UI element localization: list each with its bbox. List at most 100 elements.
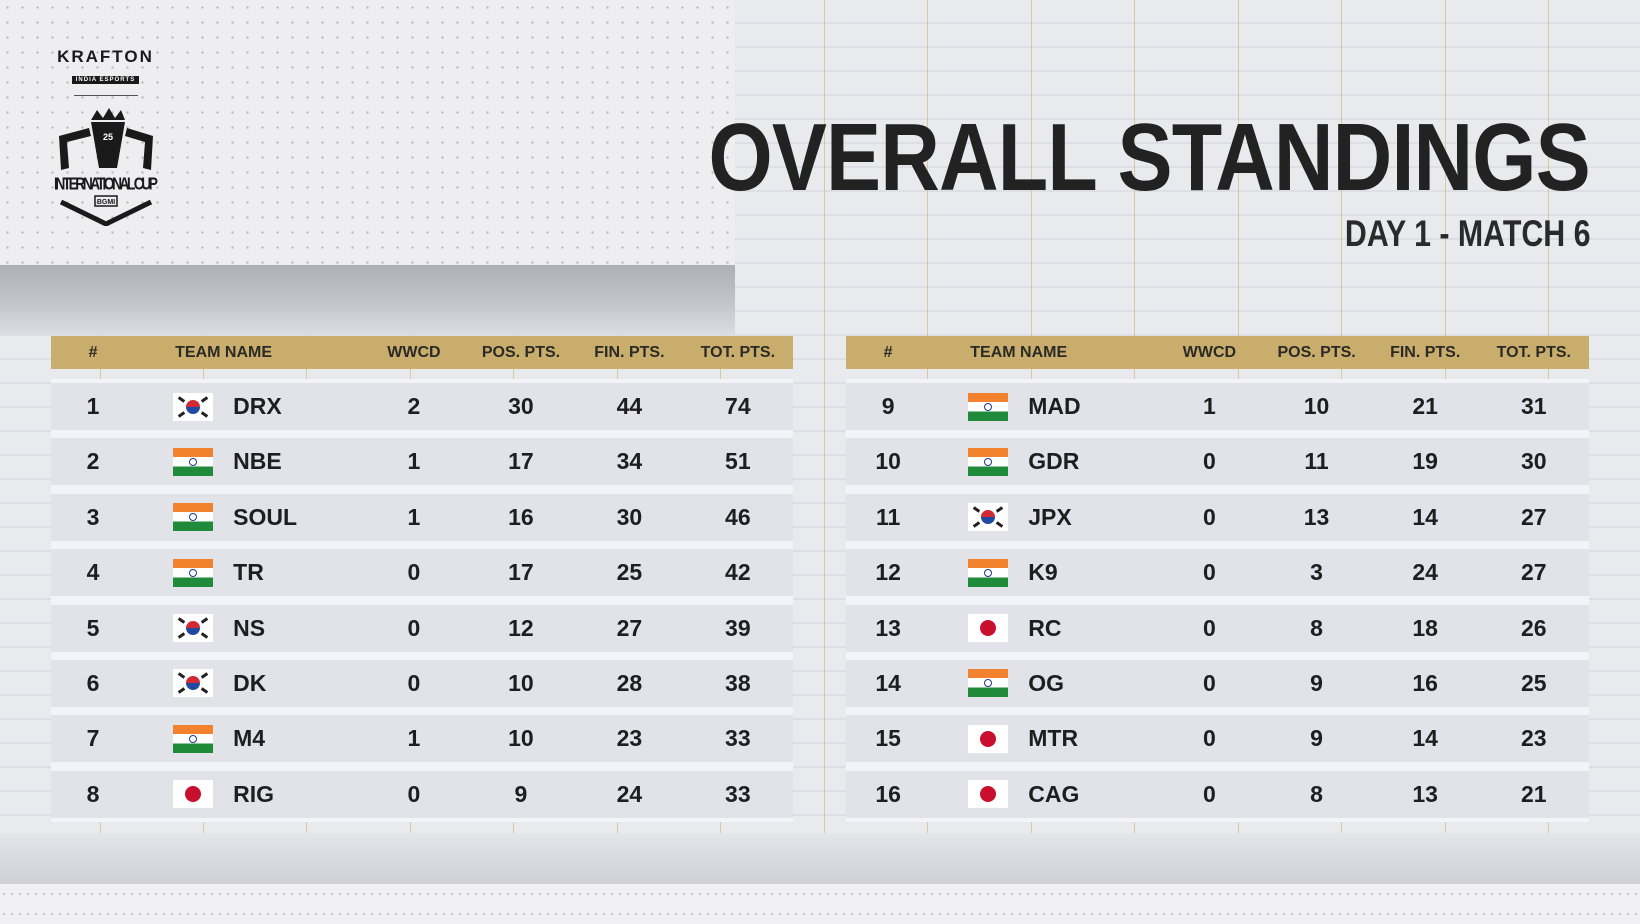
fin-pts-cell: 13 bbox=[1412, 780, 1438, 807]
svg-text:25: 25 bbox=[102, 132, 112, 142]
table-header: # TEAM NAME WWCD POS. PTS. FIN. PTS. TOT… bbox=[51, 336, 793, 369]
pos-pts-cell: 12 bbox=[508, 614, 534, 641]
team-cell: MAD bbox=[930, 392, 1157, 421]
pos-pts-cell: 16 bbox=[508, 503, 534, 530]
team-name: JPX bbox=[1028, 503, 1072, 530]
table-body: 1 DRX 2 30 44 74 2 NBE 1 17 34 51 3 SOUL 1 16 30 46 4 TR 0 17… bbox=[51, 379, 793, 822]
pos-pts-cell: 10 bbox=[508, 725, 534, 752]
col-wwcd: WWCD bbox=[1182, 343, 1237, 361]
tot-pts-cell: 31 bbox=[1520, 393, 1547, 419]
team-cell: MTR bbox=[930, 724, 1157, 753]
tot-pts-cell: 51 bbox=[725, 448, 751, 475]
table-row: 15 MTR 0 9 14 23 bbox=[846, 715, 1589, 763]
team-cell: RC bbox=[930, 614, 1157, 643]
south-korea-flag-icon bbox=[968, 503, 1009, 532]
team-cell: NS bbox=[135, 614, 362, 643]
team-name: DK bbox=[233, 669, 267, 696]
pos-pts-cell: 13 bbox=[1303, 503, 1330, 530]
tot-pts-cell: 21 bbox=[1520, 780, 1547, 807]
table-row: 1 DRX 2 30 44 74 bbox=[51, 383, 793, 430]
pos-pts-cell: 11 bbox=[1304, 448, 1329, 475]
team-cell: TR bbox=[135, 558, 362, 587]
fin-pts-cell: 18 bbox=[1412, 614, 1438, 641]
india-flag-icon bbox=[173, 558, 214, 587]
team-cell: M4 bbox=[135, 724, 362, 753]
pos-pts-cell: 3 bbox=[1310, 559, 1323, 586]
wwcd-cell: 0 bbox=[1202, 503, 1216, 530]
col-tot-pts: TOT. PTS. bbox=[1496, 343, 1571, 361]
team-cell: JPX bbox=[930, 503, 1157, 532]
wwcd-cell: 0 bbox=[407, 780, 421, 807]
tot-pts-cell: 39 bbox=[725, 614, 751, 641]
rank-cell: 5 bbox=[86, 614, 100, 641]
rank-cell: 15 bbox=[875, 725, 901, 752]
fin-pts-cell: 27 bbox=[616, 614, 643, 641]
fin-pts-cell: 34 bbox=[616, 448, 643, 475]
fin-pts-cell: 21 bbox=[1412, 393, 1438, 419]
svg-text:INTERNATIONAL CUP: INTERNATIONAL CUP bbox=[53, 175, 157, 194]
japan-flag-icon bbox=[968, 780, 1009, 809]
table-row: 5 NS 0 12 27 39 bbox=[51, 604, 793, 652]
tot-pts-cell: 23 bbox=[1520, 725, 1547, 752]
tot-pts-cell: 74 bbox=[725, 393, 751, 419]
table-row: 10 GDR 0 11 19 30 bbox=[846, 438, 1589, 486]
india-flag-icon bbox=[968, 392, 1009, 421]
col-fin-pts: FIN. PTS. bbox=[594, 343, 665, 361]
table-row: 8 RIG 0 9 24 33 bbox=[51, 770, 793, 818]
pos-pts-cell: 17 bbox=[508, 559, 534, 586]
pos-pts-cell: 8 bbox=[1310, 614, 1323, 641]
col-pos-pts: POS. PTS. bbox=[481, 343, 561, 361]
rank-cell: 2 bbox=[86, 448, 100, 475]
india-flag-icon bbox=[173, 724, 214, 753]
pos-pts-cell: 10 bbox=[1303, 393, 1330, 419]
table-body: 9 MAD 1 10 21 31 10 GDR 0 11 19 30 11 JPX 0 13 14 27 12 K9 0… bbox=[846, 379, 1589, 822]
team-name: DRX bbox=[233, 393, 282, 419]
fin-pts-cell: 24 bbox=[616, 780, 643, 807]
table-header: # TEAM NAME WWCD POS. PTS. FIN. PTS. TOT… bbox=[846, 336, 1589, 369]
india-flag-icon bbox=[173, 447, 214, 476]
svg-text:BGMI: BGMI bbox=[96, 199, 114, 206]
pos-pts-cell: 9 bbox=[1310, 669, 1323, 696]
wwcd-cell: 0 bbox=[1202, 448, 1216, 475]
col-rank: # bbox=[88, 343, 98, 361]
team-name: MAD bbox=[1028, 393, 1081, 419]
col-wwcd: WWCD bbox=[387, 343, 441, 361]
tot-pts-cell: 42 bbox=[725, 559, 751, 586]
india-flag-icon bbox=[968, 669, 1009, 698]
table-row: 2 NBE 1 17 34 51 bbox=[51, 438, 793, 486]
rank-cell: 4 bbox=[86, 559, 100, 586]
wwcd-cell: 0 bbox=[1202, 669, 1216, 696]
tot-pts-cell: 46 bbox=[725, 503, 751, 530]
fin-pts-cell: 14 bbox=[1412, 725, 1438, 752]
table-row: 4 TR 0 17 25 42 bbox=[51, 549, 793, 597]
japan-flag-icon bbox=[173, 780, 214, 809]
south-korea-flag-icon bbox=[173, 669, 214, 698]
pos-pts-cell: 17 bbox=[508, 448, 534, 475]
team-cell: GDR bbox=[930, 447, 1157, 476]
col-pos-pts: POS. PTS. bbox=[1277, 343, 1356, 361]
rank-cell: 13 bbox=[875, 614, 901, 641]
fin-pts-cell: 16 bbox=[1412, 669, 1438, 696]
tot-pts-cell: 33 bbox=[725, 780, 751, 807]
table-row: 3 SOUL 1 16 30 46 bbox=[51, 493, 793, 541]
rank-cell: 8 bbox=[86, 780, 100, 807]
tot-pts-cell: 38 bbox=[725, 669, 751, 696]
rank-cell: 7 bbox=[86, 725, 100, 752]
international-cup-logo-icon: 25 INTERNATIONAL CUP BGMI bbox=[48, 106, 163, 230]
rank-cell: 12 bbox=[875, 559, 901, 586]
table-row: 12 K9 0 3 24 27 bbox=[846, 549, 1589, 597]
fin-pts-cell: 25 bbox=[616, 559, 643, 586]
wwcd-cell: 2 bbox=[407, 393, 421, 419]
table-row: 16 CAG 0 8 13 21 bbox=[846, 770, 1589, 818]
team-name: NS bbox=[233, 614, 266, 641]
table-row: 11 JPX 0 13 14 27 bbox=[846, 493, 1589, 541]
japan-flag-icon bbox=[968, 614, 1009, 643]
wwcd-cell: 0 bbox=[1202, 614, 1216, 641]
wwcd-cell: 1 bbox=[407, 725, 421, 752]
team-cell: SOUL bbox=[135, 503, 362, 532]
rank-cell: 14 bbox=[875, 669, 901, 696]
team-name: MTR bbox=[1028, 725, 1079, 752]
fin-pts-cell: 23 bbox=[616, 725, 643, 752]
team-cell: DK bbox=[135, 669, 362, 698]
japan-flag-icon bbox=[968, 724, 1009, 753]
